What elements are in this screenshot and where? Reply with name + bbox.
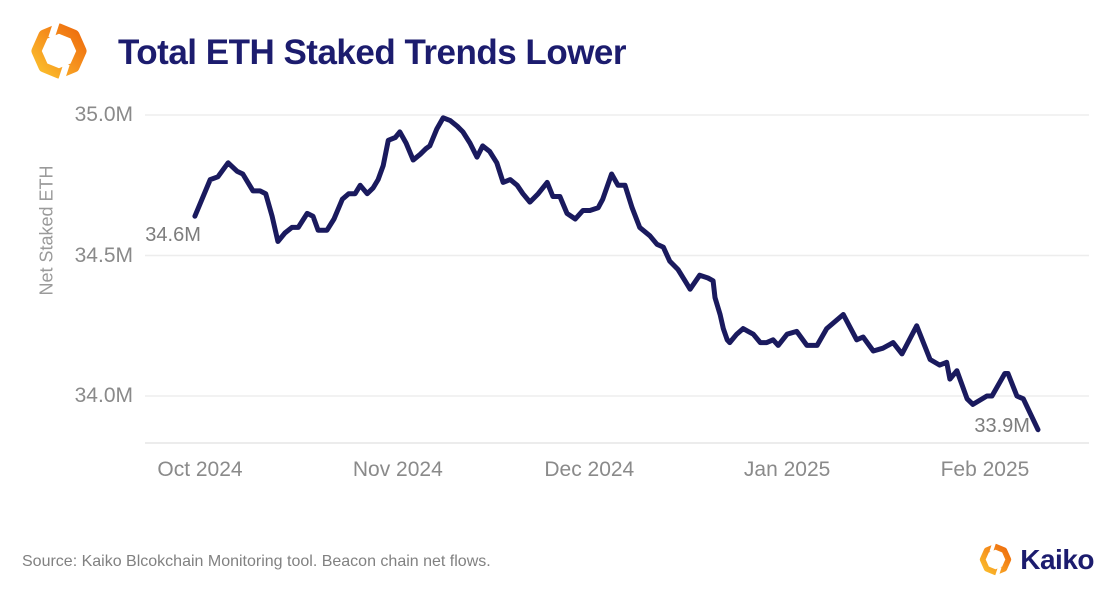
page-title: Total ETH Staked Trends Lower (118, 33, 627, 72)
x-tick-label: Nov 2024 (352, 458, 443, 481)
y-tick-label: 34.0M (74, 384, 133, 407)
y-tick-label: 35.0M (74, 103, 133, 126)
kaiko-brand: Kaiko (979, 543, 1094, 576)
data-point-label: 34.6M (145, 224, 201, 247)
chart-header: Total ETH Staked Trends Lower (0, 0, 1120, 95)
kaiko-logo-icon (31, 22, 87, 80)
chart-footer: Source: Kaiko Blcokchain Monitoring tool… (0, 535, 1120, 595)
data-point-label: 33.9M (974, 414, 1030, 437)
x-tick-label: Jan 2025 (743, 458, 831, 481)
source-note: Source: Kaiko Blcokchain Monitoring tool… (22, 553, 491, 570)
x-tick-label: Oct 2024 (157, 458, 243, 481)
gridlines (145, 114, 1089, 397)
brand-wordmark: Kaiko (1020, 543, 1094, 575)
net-staked-eth-line (192, 115, 1041, 433)
x-tick-label: Dec 2024 (544, 458, 635, 481)
line-chart-plot (145, 114, 1089, 444)
y-tick-label: 34.5M (74, 243, 133, 267)
x-tick-label: Feb 2025 (940, 458, 1030, 481)
kaiko-logo-icon-small (980, 543, 1012, 576)
